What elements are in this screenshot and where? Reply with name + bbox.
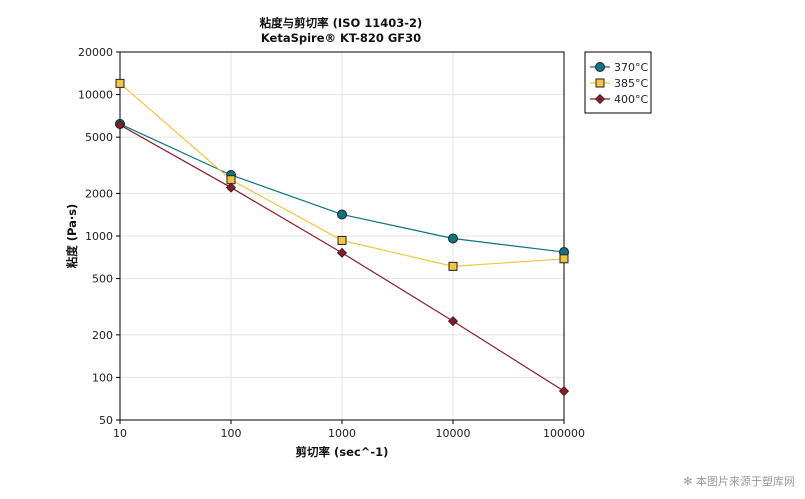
x-tick-label: 10000: [436, 427, 471, 440]
y-tick-label: 2000: [85, 187, 113, 200]
x-axis: 10 100 1000 10000 100000: [113, 420, 585, 440]
legend-label: 385°C: [614, 77, 648, 90]
watermark-icon: ✻: [683, 475, 696, 488]
legend-label: 370°C: [614, 61, 648, 74]
legend-marker: [594, 93, 606, 105]
y-tick-label: 500: [92, 273, 113, 286]
legend-marker: [595, 62, 605, 72]
data-point: [448, 233, 458, 244]
legend: 370°C 385°C 400°C: [584, 51, 652, 114]
data-point: [337, 235, 347, 245]
series-group: [114, 78, 570, 397]
y-tick-label: 50: [99, 414, 113, 427]
data-point: [225, 182, 237, 193]
data-point: [559, 254, 569, 264]
series-2: [115, 78, 569, 271]
legend-label: 400°C: [614, 93, 648, 106]
data-point: [447, 316, 459, 327]
y-tick-label: 5000: [85, 131, 113, 144]
series-3: [114, 119, 570, 397]
chart-subtitle: KetaSpire® KT-820 GF30: [261, 31, 421, 45]
x-tick-label: 10: [113, 427, 127, 440]
y-tick-label: 1000: [85, 230, 113, 243]
watermark-text: 本图片来源于塑库网: [696, 475, 795, 488]
y-tick-label: 200: [92, 329, 113, 342]
y-tick-label: 10000: [78, 89, 113, 102]
data-point: [448, 261, 458, 271]
y-tick-label: 20000: [78, 46, 113, 59]
y-tick-label: 100: [92, 371, 113, 384]
watermark: ✻ 本图片来源于塑库网: [683, 473, 795, 489]
data-point: [114, 119, 126, 130]
x-tick-label: 100: [221, 427, 242, 440]
data-point: [337, 209, 347, 220]
data-point: [336, 247, 348, 258]
legend-marker: [595, 78, 605, 88]
y-axis-label: 粘度 (Pa·s): [65, 204, 79, 269]
y-axis: 50 100 200 500 1000 2000 5000 10000 20000: [78, 46, 120, 427]
chart-title: 粘度与剪切率 (ISO 11403-2): [260, 16, 423, 30]
x-axis-label: 剪切率 (sec^-1): [296, 445, 389, 459]
x-tick-label: 1000: [328, 427, 356, 440]
data-point: [558, 386, 570, 397]
data-point: [115, 78, 125, 88]
x-tick-label: 100000: [543, 427, 585, 440]
